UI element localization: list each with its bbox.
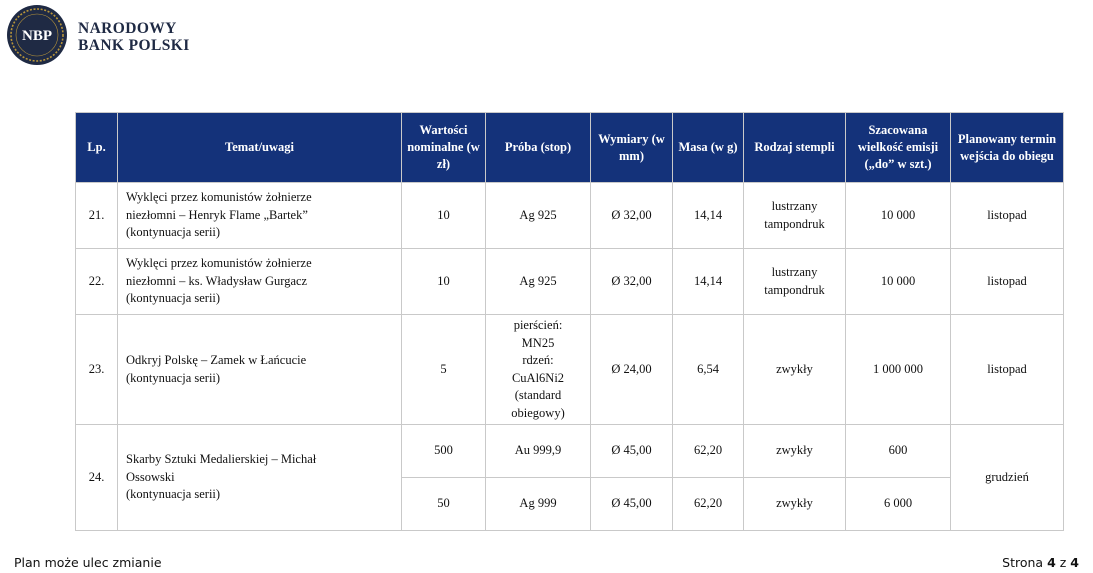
cell-dimensions: Ø 32,00 [590,182,673,249]
cell-dimensions: Ø 24,00 [590,314,673,425]
cell-mass: 6,54 [672,314,744,425]
topic-line: (kontynuacja serii) [126,225,221,240]
table-row: 23. Odkryj Polskę – Zamek w Łańcucie (ko… [75,314,1064,425]
alloy-line: MN25 [521,335,555,350]
col-header-mass: Masa (w g) [672,112,744,183]
footer-note: Plan może ulec zmianie [14,555,162,570]
bank-name: NARODOWY BANK POLSKI [78,20,190,54]
table-row: 50 Ag 999 Ø 45,00 62,20 zwykły 6 000 [76,477,1064,531]
cell-lp: 21. [75,182,118,249]
cell-nominal: 10 [401,182,486,249]
stamp-line: tampondruk [764,282,825,297]
cell-dimensions: Ø 45,00 [590,424,673,478]
col-header-nominal: Wartości nominalne (w zł) [401,112,486,183]
cell-lp: 23. [75,314,118,425]
cell-stamp: lustrzany tampondruk [743,182,846,249]
cell-alloy: Au 999,9 [485,424,591,478]
cell-topic: Odkryj Polskę – Zamek w Łańcucie (kontyn… [117,314,402,425]
alloy-line: obiegowy) [511,405,565,420]
cell-stamp: zwykły [743,424,846,478]
cell-stamp: zwykły [743,477,846,531]
cell-alloy: Ag 999 [485,477,591,531]
page-label: Strona [1002,555,1044,570]
cell-topic: Skarby Sztuki Medalierskiej – Michał Oss… [117,424,402,531]
stamp-line: lustrzany [771,199,818,213]
topic-line: Wyklęci przez komunistów żołnierze [126,256,312,271]
topic-line: niezłomni – Henryk Flame „Bartek” [126,207,308,222]
table-row: 24. Skarby Sztuki Medalierskiej – Michał… [75,424,1064,531]
cell-alloy: Ag 925 [485,248,591,315]
cell-nominal: 50 [401,477,486,531]
topic-line: Odkryj Polskę – Zamek w Łańcucie [126,353,307,367]
cell-mass: 14,14 [672,182,744,249]
cell-emission: 600 [845,424,951,478]
nbp-logo: NBP [7,5,67,65]
stamp-line: tampondruk [764,216,825,231]
cell-term: listopad [950,248,1064,315]
table-row: 21. Wyklęci przez komunistów żołnierze n… [75,182,1064,249]
table-header-row: Lp. Temat/uwagi Wartości nominalne (w zł… [75,112,1064,183]
page-sep: z [1059,555,1067,570]
topic-line: (kontynuacja serii) [126,370,221,385]
cell-nominal: 5 [401,314,486,425]
cell-lp: 22. [75,248,118,315]
page-total: 4 [1070,555,1079,570]
topic-line: Ossowski [126,469,175,484]
page-current: 4 [1047,555,1056,570]
alloy-line: CuAl6Ni2 [511,370,565,385]
col-header-lp: Lp. [75,112,118,183]
col-header-dimensions: Wymiary (w mm) [590,112,673,183]
cell-emission: 10 000 [845,182,951,249]
topic-line: Skarby Sztuki Medalierskiej – Michał [126,452,317,467]
cell-topic: Wyklęci przez komunistów żołnierze niezł… [117,182,402,249]
cell-nominal: 500 [401,424,486,478]
issue-plan-table: Lp. Temat/uwagi Wartości nominalne (w zł… [75,112,1064,531]
cell-dimensions: Ø 45,00 [590,477,673,531]
cell-mass: 62,20 [672,477,744,531]
topic-line: niezłomni – ks. Władysław Gurgacz [126,273,308,288]
cell-lp: 24. [75,424,118,531]
stamp-line: lustrzany [771,265,818,279]
cell-term: grudzień [950,424,1064,531]
cell-alloy: pierścień: MN25 rdzeń: CuAl6Ni2 (standar… [485,314,591,425]
cell-mass: 14,14 [672,248,744,315]
col-header-topic: Temat/uwagi [117,112,402,183]
cell-stamp: zwykły [743,314,846,425]
cell-emission: 6 000 [845,477,951,531]
topic-line: Wyklęci przez komunistów żołnierze [126,190,312,205]
topic-line: (kontynuacja serii) [126,291,221,306]
cell-emission: 1 000 000 [845,314,951,425]
alloy-line: rdzeń: [522,353,554,367]
col-header-emission: Szacowana wielkość emisji („do” w szt.) [845,112,951,183]
bank-name-line1: NARODOWY [78,20,177,37]
cell-emission: 10 000 [845,248,951,315]
cell-stamp: lustrzany tampondruk [743,248,846,315]
bank-name-line2: BANK POLSKI [78,37,190,54]
col-header-alloy: Próba (stop) [485,112,591,183]
cell-alloy: Ag 925 [485,182,591,249]
cell-topic: Wyklęci przez komunistów żołnierze niezł… [117,248,402,315]
topic-line: (kontynuacja serii) [126,487,221,502]
page-number: Strona 4 z 4 [1002,555,1079,570]
cell-dimensions: Ø 32,00 [590,248,673,315]
cell-nominal: 10 [401,248,486,315]
alloy-line: pierścień: [513,318,563,332]
cell-term: listopad [950,314,1064,425]
logo-text: NBP [22,28,52,44]
table-row: 22. Wyklęci przez komunistów żołnierze n… [75,248,1064,315]
cell-term: listopad [950,182,1064,249]
cell-mass: 62,20 [672,424,744,478]
col-header-stamp: Rodzaj stempli [743,112,846,183]
col-header-term: Planowany termin wejścia do obiegu [950,112,1064,183]
alloy-line: (standard [514,388,562,402]
